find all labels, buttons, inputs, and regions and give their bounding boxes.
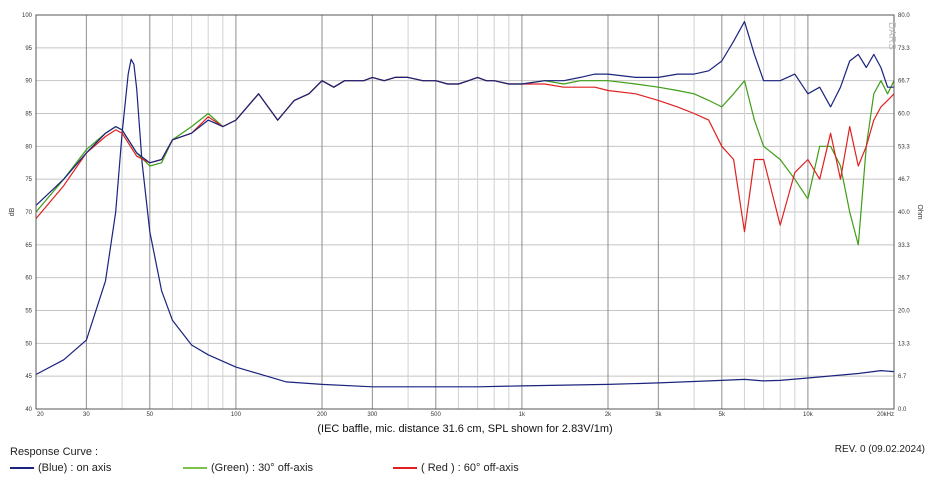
watermark-logo: DARS: [886, 22, 897, 50]
legend-item-60-off-axis: ( Red ) : 60° off-axis: [393, 462, 519, 474]
x-tick-label-8: 2k: [605, 412, 612, 418]
x-tick-label-5: 300: [367, 412, 378, 418]
y-tick-label-8: 80: [25, 144, 32, 150]
frequency-response-chart: 20 30 50 100 200 300 500 1k 2k 3k 5k 10k 20kHz 40 45 5…: [9, 13, 923, 435]
y2-tick-label-0: 0.0: [898, 407, 907, 413]
y-tick-label-5: 65: [25, 243, 32, 249]
x-tick-label-7: 1k: [519, 412, 526, 418]
y2-tick-label-10: 66.7: [898, 79, 910, 85]
y2-tick-label-5: 33.3: [898, 243, 910, 249]
series-layer: [35, 21, 895, 388]
legend-label-30-off-axis: (Green) : 30° off-axis: [211, 462, 314, 474]
y2-tick-label-11: 73.3: [898, 46, 910, 52]
x-tick-label-4: 200: [317, 412, 328, 418]
legend-item-30-off-axis: (Green) : 30° off-axis: [183, 462, 313, 474]
x-tick-label-1: 30: [83, 412, 90, 418]
x-tick-label-0: 20: [37, 412, 44, 418]
legend-swatch-blue: [10, 467, 34, 469]
y-tick-label-7: 75: [25, 177, 32, 183]
response-curve-label: Response Curve :: [10, 446, 99, 458]
series-line-0: [35, 21, 894, 206]
legend-label-on-axis: (Blue) : on axis: [38, 462, 112, 474]
y-tick-labels: 40 45 50 55 60 65 70 75 80 85 90 95 100: [22, 13, 33, 413]
legend-label-60-off-axis: ( Red ) : 60° off-axis: [421, 462, 519, 474]
y2-tick-label-1: 6.7: [898, 374, 907, 380]
x-tick-label-10: 5k: [719, 412, 726, 418]
x-tick-label-9: 3k: [655, 412, 662, 418]
x-axis-caption: (IEC baffle, mic. distance 31.6 cm, SPL …: [317, 423, 612, 435]
y2-tick-label-2: 13.3: [898, 341, 910, 347]
y2-axis-label: Ohm: [916, 204, 923, 219]
series-line-3: [35, 58, 895, 388]
y-tick-label-6: 70: [25, 210, 32, 216]
y2-tick-label-8: 53.3: [898, 144, 910, 150]
plot-frame: [35, 14, 895, 410]
y2-tick-label-7: 46.7: [898, 177, 910, 183]
y-axis-label: dB: [9, 207, 16, 216]
y2-tick-label-3: 20.0: [898, 309, 910, 315]
grid: [35, 14, 895, 410]
x-tick-labels: 20 30 50 100 200 300 500 1k 2k 3k 5k 10k 20kHz: [37, 412, 894, 418]
y2-tick-label-9: 60.0: [898, 112, 910, 118]
y2-tick-label-6: 40.0: [898, 210, 910, 216]
y-tick-label-10: 90: [25, 79, 32, 85]
y-tick-label-1: 45: [25, 374, 32, 380]
x-tick-label-6: 500: [431, 412, 442, 418]
legend-item-on-axis: (Blue) : on axis: [10, 462, 111, 474]
y-tick-label-4: 60: [25, 276, 32, 282]
y-tick-label-12: 100: [22, 13, 33, 19]
legend-swatch-red: [393, 467, 417, 469]
y-tick-label-0: 40: [25, 407, 32, 413]
x-tick-label-11: 10k: [803, 412, 814, 418]
x-tick-label-3: 100: [231, 412, 242, 418]
y2-tick-label-4: 26.7: [898, 276, 910, 282]
x-tick-label-2: 50: [146, 412, 153, 418]
y-tick-label-9: 85: [25, 112, 32, 118]
y-tick-label-3: 55: [25, 309, 32, 315]
y-tick-label-2: 50: [25, 341, 32, 347]
y2-tick-label-12: 80.0: [898, 13, 910, 19]
legend-swatch-green: [183, 467, 207, 469]
y2-tick-labels: 0.0 6.7 13.3 20.0 26.7 33.3 40.0 46.7 53.3 60.0 66…: [898, 13, 910, 413]
y-tick-label-11: 95: [25, 46, 32, 52]
revision-label: REV. 0 (09.02.2024): [834, 444, 925, 455]
x-tick-label-12: 20kHz: [877, 412, 894, 418]
